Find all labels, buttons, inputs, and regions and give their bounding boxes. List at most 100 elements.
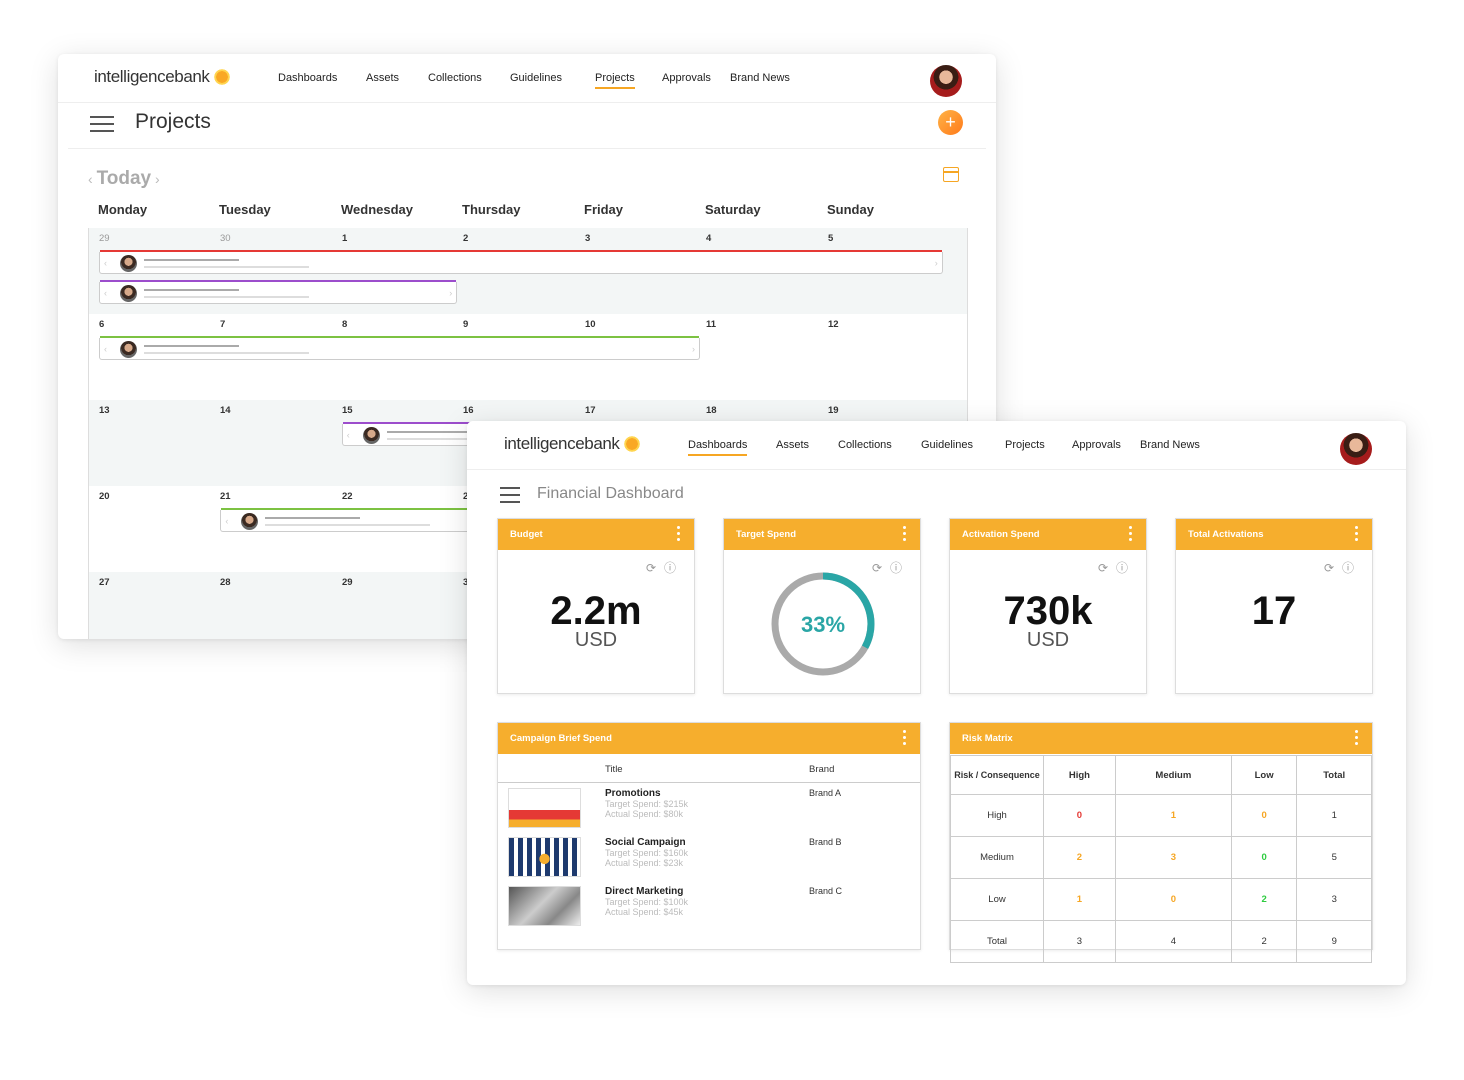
refresh-info-icons[interactable]: ⟳ⓘ (1323, 561, 1362, 575)
sun-icon (622, 435, 641, 453)
dashboard-window: intelligencebank Dashboards Assets Colle… (467, 421, 1406, 985)
risk-cell: 4 (1114, 920, 1232, 963)
calendar-day[interactable]: 15 (342, 405, 353, 416)
more-options-icon[interactable] (1355, 730, 1358, 748)
nav-assets[interactable]: Assets (366, 72, 400, 84)
campaign-name: Direct Marketing (605, 886, 684, 897)
event-color-bar (100, 336, 699, 338)
calendar-icon[interactable] (943, 167, 959, 182)
chevron-left-icon[interactable]: ‹ (88, 171, 97, 187)
risk-row-label: Total (950, 920, 1044, 963)
menu-icon[interactable] (500, 487, 520, 503)
logo[interactable]: intelligencebank (94, 67, 231, 87)
nav-approvals[interactable]: Approvals (662, 72, 711, 84)
calendar-day[interactable]: 8 (342, 319, 348, 330)
calendar-day[interactable]: 28 (220, 577, 231, 588)
nav-brand-news[interactable]: Brand News (1140, 439, 1200, 451)
chevron-left-icon[interactable]: ‹ (104, 344, 107, 354)
nav-assets[interactable]: Assets (776, 439, 810, 451)
day-header-wednesday: Wednesday (341, 202, 414, 217)
calendar-day[interactable]: 17 (585, 405, 596, 416)
sun-icon (212, 68, 231, 86)
target-spend-card: Target Spend ⟳ⓘ 33% (723, 518, 921, 694)
today-nav[interactable]: ‹ Today › (88, 168, 160, 190)
nav-dashboards[interactable]: Dashboards (688, 439, 748, 456)
event-subtitle-line (144, 352, 309, 354)
calendar-day[interactable]: 10 (585, 319, 596, 330)
nav-projects[interactable]: Projects (595, 72, 635, 89)
calendar-day[interactable]: 20 (99, 491, 110, 502)
table-row[interactable]: Promotions Target Spend: $215k Actual Spen… (498, 783, 920, 833)
risk-cell: 0 (1043, 794, 1116, 837)
menu-icon[interactable] (90, 116, 114, 132)
calendar-day[interactable]: 19 (828, 405, 839, 416)
target-spend-value: 33% (801, 612, 845, 637)
calendar-day[interactable]: 9 (463, 319, 469, 330)
table-row[interactable]: Direct Marketing Target Spend: $100k Actua… (498, 881, 920, 930)
refresh-info-icons[interactable]: ⟳ⓘ (871, 561, 910, 575)
calendar-day[interactable]: 30 (220, 233, 231, 244)
calendar-day[interactable]: 29 (342, 577, 353, 588)
chevron-left-icon[interactable]: ‹ (104, 288, 107, 298)
more-options-icon[interactable] (903, 730, 906, 748)
table-row[interactable]: Social Campaign Target Spend: $160k Actual… (498, 832, 920, 881)
chevron-left-icon[interactable]: ‹ (225, 516, 229, 526)
calendar-day[interactable]: 1 (342, 233, 348, 244)
calendar-day[interactable]: 18 (706, 405, 717, 416)
nav-dashboards[interactable]: Dashboards (278, 72, 338, 84)
table-row: Medium 2 3 0 5 (950, 836, 1372, 879)
risk-row-label: Low (950, 878, 1044, 921)
refresh-info-icons[interactable]: ⟳ⓘ (645, 561, 684, 575)
calendar-day[interactable]: 12 (828, 319, 839, 330)
assignee-avatar (120, 285, 137, 302)
calendar-day[interactable]: 14 (220, 405, 231, 416)
add-project-button[interactable]: + (938, 110, 963, 135)
chevron-right-icon[interactable]: › (449, 288, 453, 298)
donut-arc (771, 572, 875, 676)
nav-collections[interactable]: Collections (428, 72, 482, 84)
chevron-left-icon[interactable]: ‹ (104, 258, 107, 268)
user-avatar[interactable] (930, 65, 962, 97)
more-options-icon[interactable] (1355, 526, 1358, 544)
calendar-day[interactable]: 21 (220, 491, 231, 502)
campaign-target-spend: Target Spend: $215k (605, 799, 689, 809)
total-activations-value: 17 (1251, 589, 1297, 633)
more-options-icon[interactable] (1129, 526, 1132, 544)
nav-projects[interactable]: Projects (1005, 439, 1045, 451)
calendar-day[interactable]: 16 (463, 405, 474, 416)
project-event[interactable]: ‹› (99, 280, 458, 304)
chevron-left-icon[interactable]: ‹ (346, 430, 350, 440)
project-event[interactable]: ‹› (99, 250, 943, 274)
day-header-tuesday: Tuesday (219, 202, 271, 217)
chevron-right-icon[interactable]: › (151, 171, 160, 187)
calendar-day[interactable]: 5 (828, 233, 834, 244)
calendar-day[interactable]: 22 (342, 491, 353, 502)
calendar-day[interactable]: 29 (99, 233, 110, 244)
campaign-target-spend: Target Spend: $100k (605, 897, 689, 907)
calendar-day[interactable]: 2 (463, 233, 469, 244)
calendar-day[interactable]: 27 (99, 577, 110, 588)
nav-guidelines[interactable]: Guidelines (510, 72, 562, 84)
nav-approvals[interactable]: Approvals (1072, 439, 1121, 451)
more-options-icon[interactable] (677, 526, 680, 544)
nav-collections[interactable]: Collections (838, 439, 892, 451)
calendar-day[interactable]: 4 (706, 233, 712, 244)
chevron-right-icon[interactable]: › (934, 258, 938, 268)
nav-brand-news[interactable]: Brand News (730, 72, 790, 84)
calendar-day[interactable]: 13 (99, 405, 110, 416)
calendar-day[interactable]: 6 (99, 319, 105, 330)
logo[interactable]: intelligencebank (504, 434, 641, 454)
activation-spend-unit: USD (1026, 629, 1070, 651)
user-avatar[interactable] (1340, 433, 1372, 465)
more-options-icon[interactable] (903, 526, 906, 544)
nav-guidelines[interactable]: Guidelines (921, 439, 973, 451)
card-title: Total Activations (1188, 529, 1264, 540)
refresh-info-icons[interactable]: ⟳ⓘ (1097, 561, 1136, 575)
risk-cell: 1 (1114, 794, 1232, 837)
calendar-day[interactable]: 11 (706, 319, 717, 330)
calendar-day[interactable]: 7 (220, 319, 226, 330)
event-subtitle-line (265, 524, 431, 526)
project-event[interactable]: ‹› (99, 336, 700, 360)
calendar-day[interactable]: 3 (585, 233, 591, 244)
chevron-right-icon[interactable]: › (692, 344, 695, 354)
